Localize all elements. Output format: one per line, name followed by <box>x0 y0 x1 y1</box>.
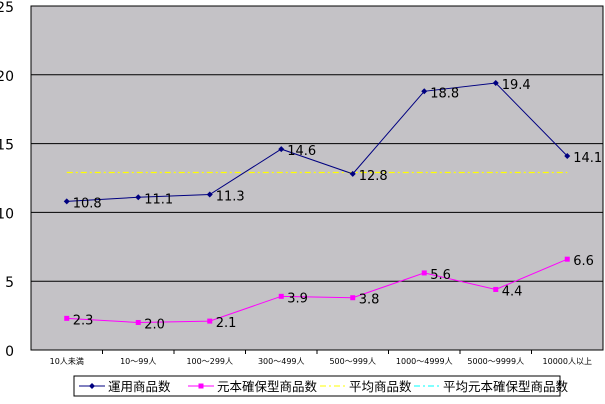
x-tick-label: 10000人以上 <box>543 357 592 366</box>
legend-label: 平均元本確保型商品数 <box>443 379 569 394</box>
x-tick-label: 1000～4999人 <box>396 357 453 366</box>
data-label: 10.8 <box>73 196 102 211</box>
data-label: 4.4 <box>502 284 523 299</box>
x-tick-label: 10人未満 <box>50 356 84 366</box>
data-point <box>350 295 356 301</box>
data-label: 11.1 <box>144 192 173 207</box>
plot-area <box>30 5 604 351</box>
data-label: 14.6 <box>287 144 316 159</box>
data-point <box>492 80 499 87</box>
series-line <box>66 82 568 202</box>
x-tick-label: 500～999人 <box>329 357 376 366</box>
y-tick-label: 5 <box>5 275 14 291</box>
y-tick-label: 25 <box>0 0 14 16</box>
x-tick-label: 10～99人 <box>120 357 156 366</box>
data-point <box>64 315 70 321</box>
legend: 運用商品数 元本確保型商品数 平均商品数 平均元本確保型商品数 <box>73 375 569 397</box>
x-tick-label: 300～499人 <box>258 357 305 366</box>
legend-marker <box>198 383 204 389</box>
y-tick-label: 15 <box>0 138 14 154</box>
data-label: 5.6 <box>430 268 451 283</box>
data-point <box>206 191 213 198</box>
data-label: 2.1 <box>216 316 237 331</box>
data-label: 3.8 <box>359 293 380 308</box>
data-label: 3.9 <box>287 291 308 306</box>
legend-label: 元本確保型商品数 <box>217 379 318 394</box>
data-point <box>278 293 284 299</box>
data-point <box>135 319 141 325</box>
legend-label: 運用商品数 <box>108 379 171 394</box>
data-label: 2.3 <box>73 313 94 328</box>
data-label: 11.3 <box>216 190 245 205</box>
y-tick-label: 20 <box>0 69 14 85</box>
y-tick-label: 0 <box>5 344 14 360</box>
data-point <box>63 198 70 205</box>
data-label: 19.4 <box>502 78 531 93</box>
data-label: 14.1 <box>573 151 602 166</box>
data-point <box>207 318 213 324</box>
data-point <box>421 88 428 95</box>
data-label: 6.6 <box>573 254 594 269</box>
data-point <box>278 146 285 153</box>
x-tick-label: 5000～9999人 <box>467 357 524 366</box>
data-point <box>421 270 427 276</box>
data-label: 2.0 <box>144 317 165 332</box>
data-point <box>564 152 571 159</box>
legend-label: 平均商品数 <box>349 379 412 394</box>
data-label: 12.8 <box>359 169 388 184</box>
series-line <box>66 258 568 323</box>
y-tick-label: 10 <box>0 206 14 222</box>
legend-marker <box>89 383 95 389</box>
legend-box <box>73 375 561 397</box>
data-point <box>564 256 570 262</box>
data-point <box>135 194 142 201</box>
data-point <box>493 286 499 292</box>
x-tick-label: 100～299人 <box>186 357 233 366</box>
data-label: 18.8 <box>430 86 459 101</box>
data-point <box>349 170 356 177</box>
